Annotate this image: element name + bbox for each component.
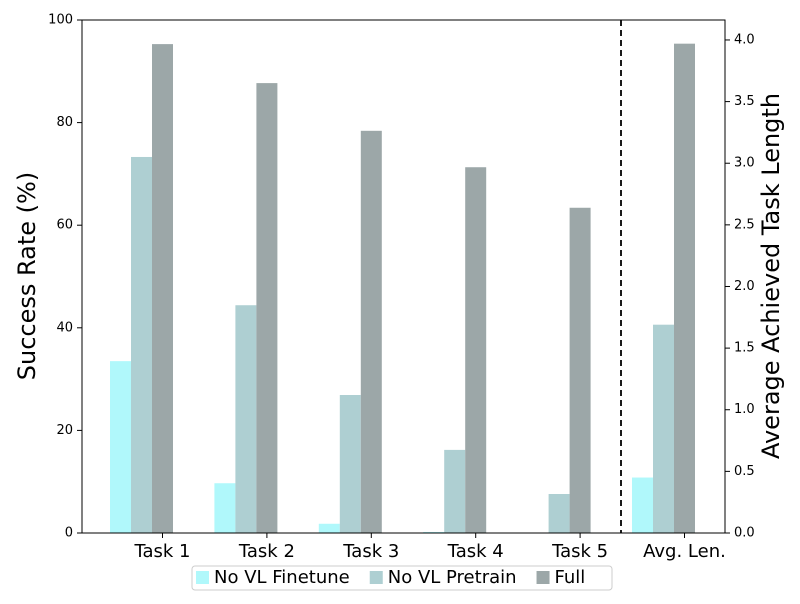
bar <box>653 324 674 533</box>
legend-label: Full <box>555 567 586 588</box>
x-tick-label: Task 1 <box>133 541 190 562</box>
bar <box>318 523 340 533</box>
y2-tick-label: 1.0 <box>734 402 755 417</box>
y2-tick-label: 0.5 <box>734 464 755 479</box>
legend-swatch <box>196 571 209 584</box>
legend-swatch <box>536 571 550 584</box>
x-tick-label: Task 5 <box>551 541 608 562</box>
y-tick-label: 0 <box>65 526 73 541</box>
bar <box>152 44 173 534</box>
y-axis-label: Success Rate (%) <box>13 172 41 380</box>
legend-label: No VL Pretrain <box>388 567 517 588</box>
bar <box>131 156 152 533</box>
bar <box>569 207 591 533</box>
x-tick-label: Avg. Len. <box>643 541 726 562</box>
bar <box>110 361 131 533</box>
bar <box>674 43 695 533</box>
legend-box <box>191 565 613 591</box>
y-tick-label: 80 <box>56 115 73 130</box>
bar <box>632 477 653 533</box>
y-tick-label: 60 <box>56 218 73 233</box>
bar <box>548 494 570 533</box>
y2-tick-label: 1.5 <box>734 341 755 356</box>
bar <box>360 130 382 534</box>
y2-tick-label: 4.0 <box>734 32 755 47</box>
x-tick-label: Task 4 <box>447 541 504 562</box>
bar <box>423 531 445 533</box>
y-tick-label: 100 <box>48 13 73 28</box>
bar <box>444 449 466 533</box>
y2-tick-label: 0.0 <box>734 526 755 541</box>
legend-label: No VL Finetune <box>214 567 350 588</box>
x-tick-label: Task 2 <box>238 541 295 562</box>
bar <box>465 167 487 533</box>
legend-swatch <box>369 571 383 584</box>
y2-tick-label: 3.0 <box>734 156 755 171</box>
x-tick-label: Task 3 <box>342 541 399 562</box>
bar <box>235 305 257 533</box>
plot-frame <box>81 19 726 534</box>
bar <box>256 83 278 533</box>
y-tick-label: 40 <box>56 320 73 335</box>
bar <box>339 395 361 533</box>
y2-tick-label: 3.5 <box>734 94 755 109</box>
y-tick-label: 20 <box>56 423 73 438</box>
bar <box>214 483 236 533</box>
y2-tick-label: 2.0 <box>734 279 755 294</box>
y2-tick-label: 2.5 <box>734 217 755 232</box>
y2-axis-label: Average Achieved Task Length <box>757 93 785 459</box>
